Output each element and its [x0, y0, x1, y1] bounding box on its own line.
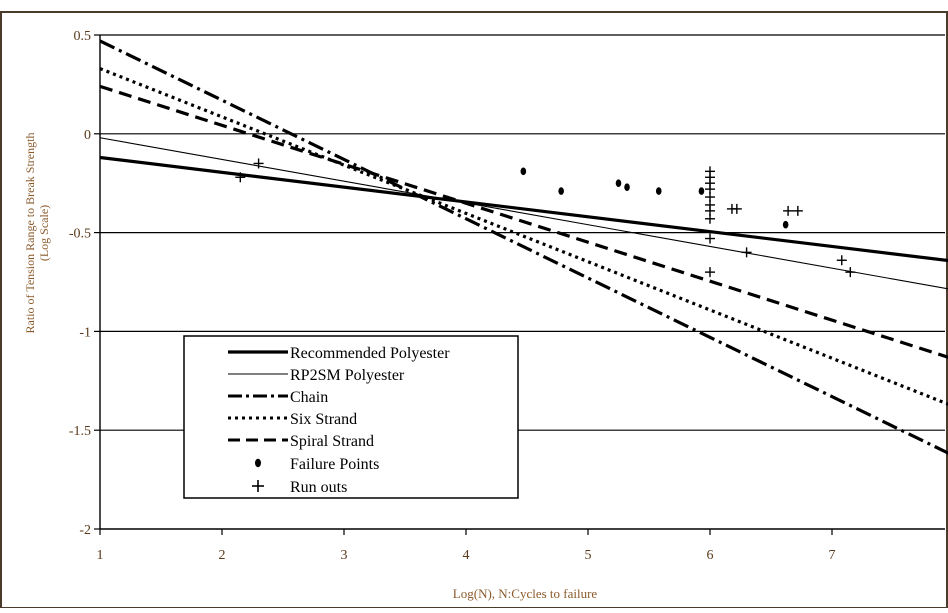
legend-label-recommended-polyester: Recommended Polyester [290, 345, 450, 362]
legend-label-run-outs: Run outs [290, 479, 347, 496]
failure-point [699, 187, 705, 195]
failure-point [656, 187, 662, 195]
legend-label-spiral-strand: Spiral Strand [290, 433, 374, 450]
y-tick-label: 0.5 [74, 29, 92, 44]
y-axis-label-line2: (Log Scale) [37, 205, 51, 261]
y-tick-label: 0 [84, 128, 91, 143]
legend-label-rp2sm-polyester: RP2SM Polyester [290, 367, 405, 384]
failure-point [521, 168, 527, 176]
failure-point [783, 221, 789, 229]
failure-point [558, 187, 564, 195]
series-line-spiral-strand [100, 86, 948, 359]
y-tick-label: -1.5 [69, 424, 91, 439]
data-points [235, 158, 855, 277]
run-out-point [705, 234, 715, 244]
run-out-point [705, 214, 715, 224]
run-out-point [742, 247, 752, 257]
series-line-rp2sm-polyester [100, 138, 948, 290]
legend-label-chain: Chain [290, 389, 328, 406]
y-tick-label: -0.5 [69, 227, 91, 242]
legend: Recommended Polyester RP2SM Polyester Ch… [184, 336, 518, 498]
run-out-point [705, 267, 715, 277]
x-tick-label: 4 [463, 548, 470, 563]
run-out-point [732, 204, 742, 214]
y-tick-label: -2 [79, 523, 91, 538]
y-tick-label: -1 [79, 325, 91, 340]
run-out-point [845, 267, 855, 277]
run-out-point [793, 206, 803, 216]
failure-point [616, 179, 622, 187]
x-tick-label: 3 [341, 548, 348, 563]
x-tick-label: 7 [829, 548, 836, 563]
x-tick-label: 2 [219, 548, 226, 563]
legend-label-six-strand: Six Strand [290, 411, 357, 428]
x-tick-label: 1 [97, 548, 104, 563]
y-tick-labels: 0.5 0 -0.5 -1 -1.5 -2 [69, 29, 91, 538]
legend-failure-point-marker [255, 459, 261, 467]
x-tick-label: 6 [707, 548, 714, 563]
y-axis-label-line1: Ratio of Tension Range to Break Strength [23, 133, 37, 334]
x-tick-labels: 12345678 [97, 548, 948, 563]
x-axis-label: Log(N), N:Cycles to failure [453, 586, 598, 601]
failure-point [624, 183, 630, 191]
x-tick-label: 5 [585, 548, 592, 563]
legend-label-failure-points: Failure Points [290, 456, 379, 473]
run-out-point [783, 206, 793, 216]
run-out-point [837, 255, 847, 265]
